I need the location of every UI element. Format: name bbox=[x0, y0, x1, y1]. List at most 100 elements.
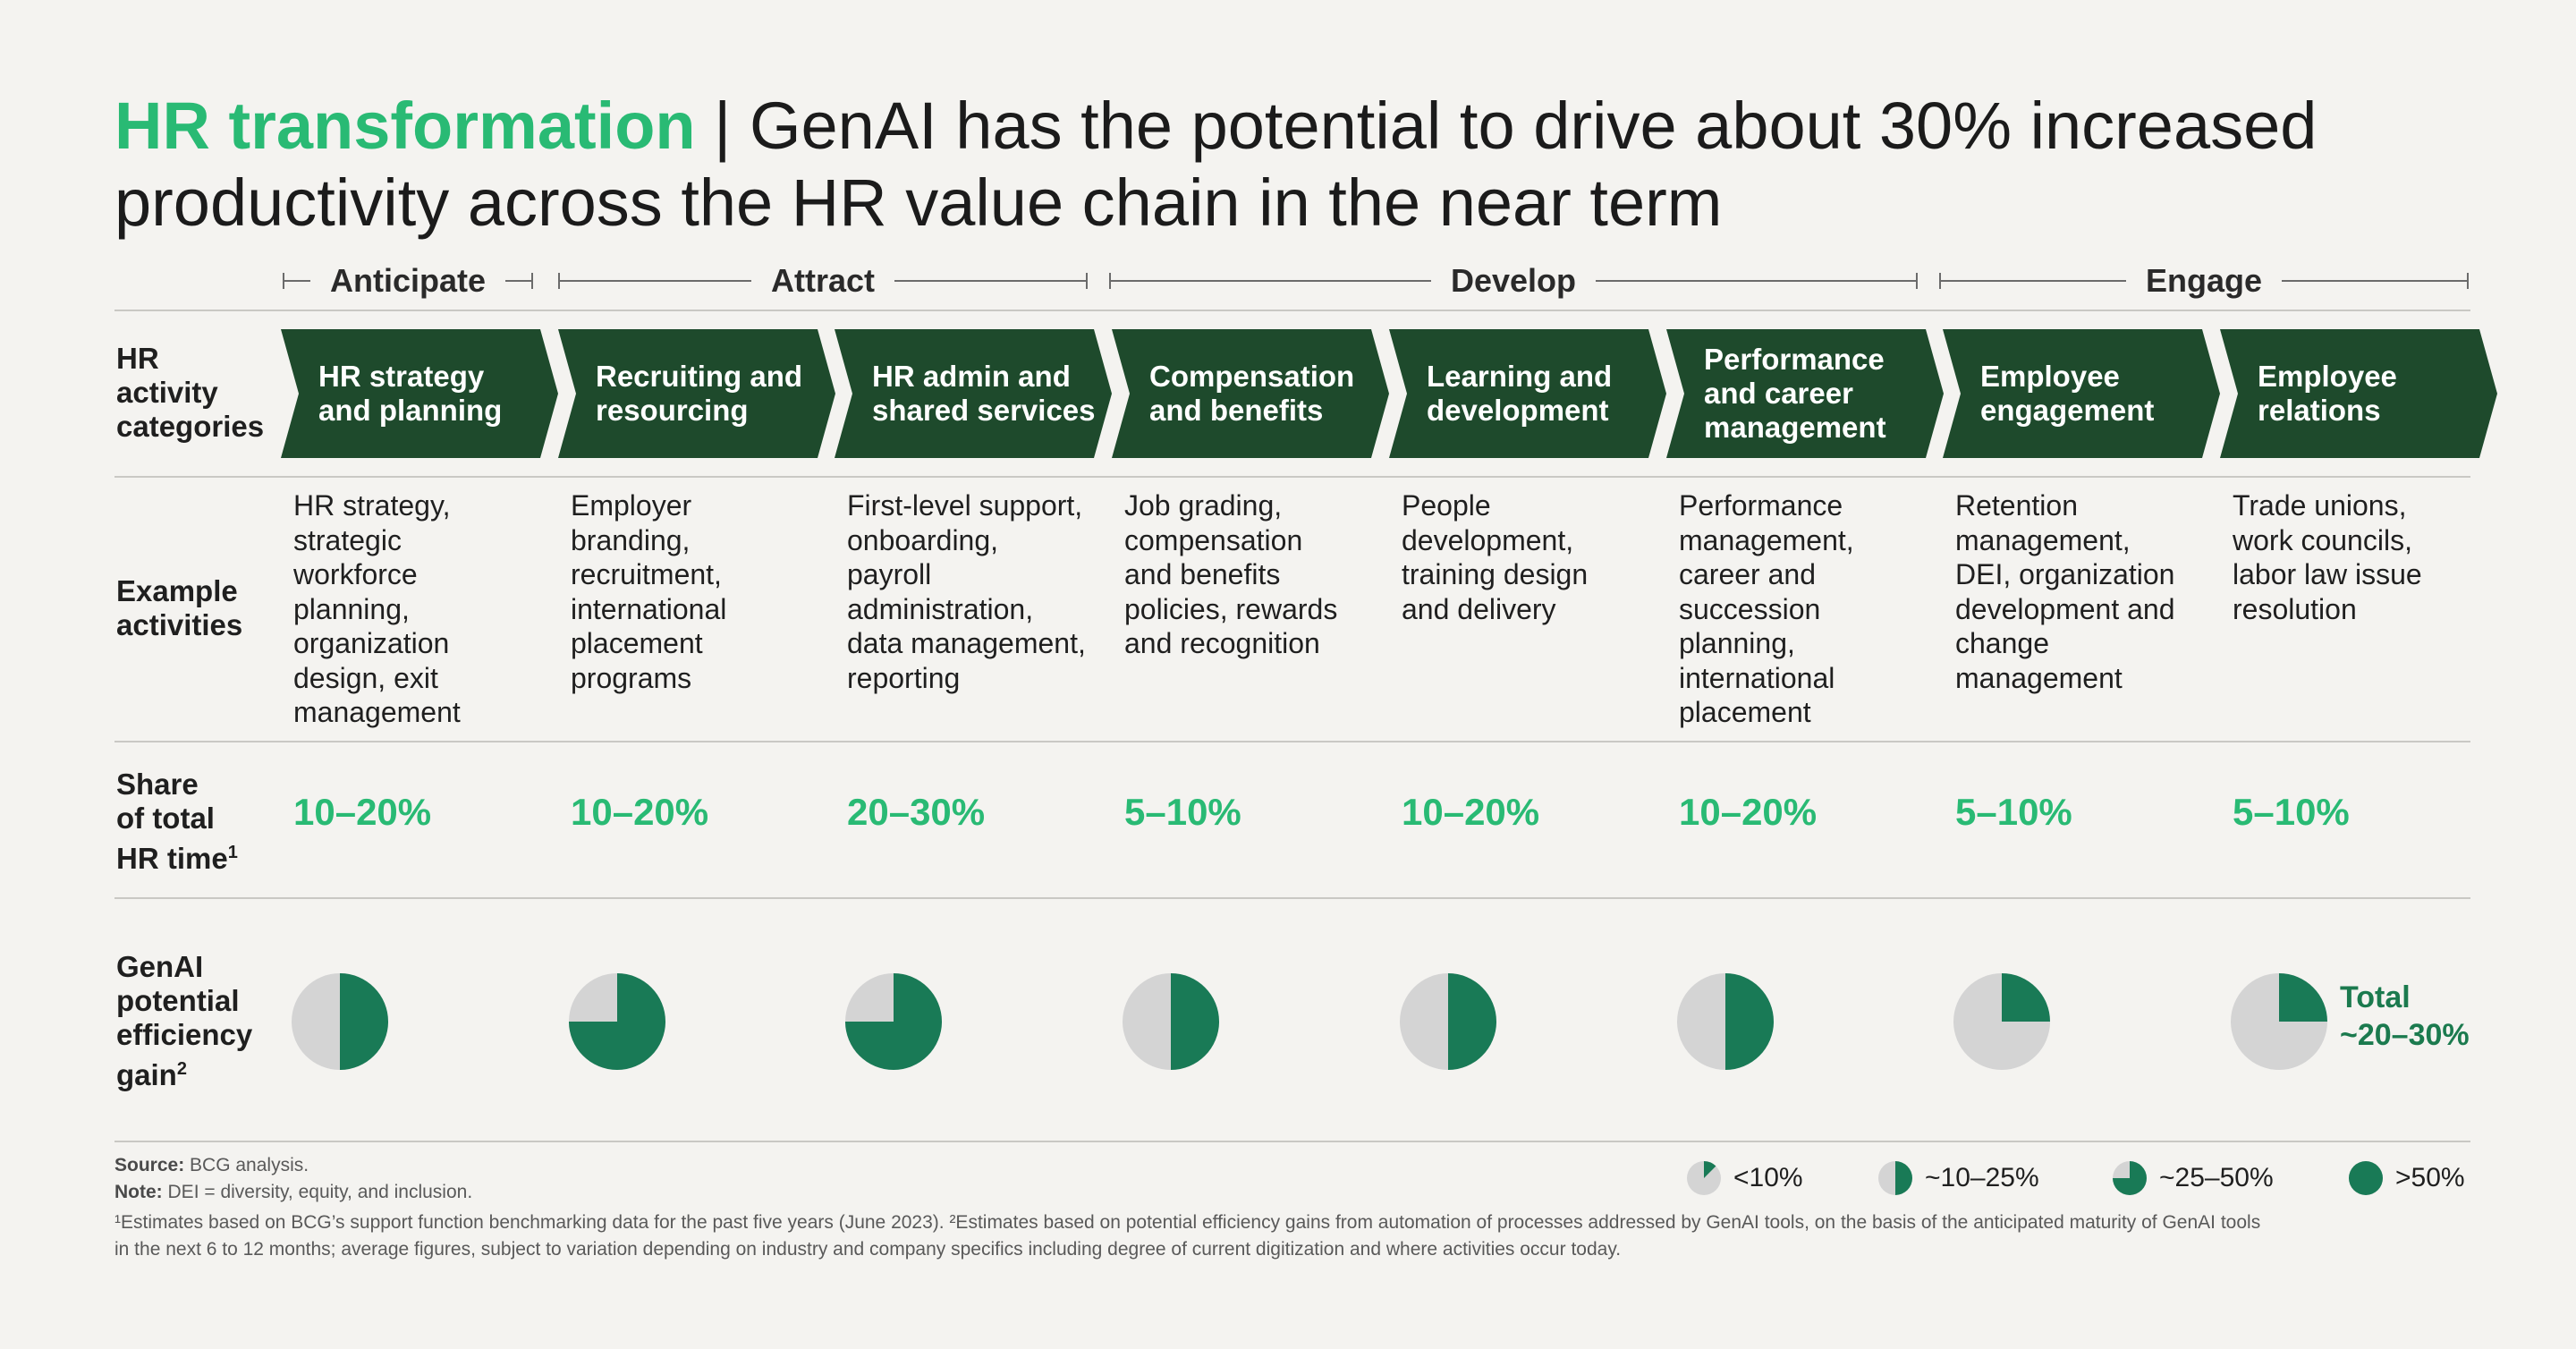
row-label-categories: HR activity categories bbox=[116, 342, 265, 443]
pie-slice bbox=[1171, 973, 1219, 1070]
category-label-line: shared services bbox=[872, 394, 1096, 427]
row-label-examples: Example activities bbox=[116, 574, 243, 641]
dei-note: Note: DEI = diversity, equity, and inclu… bbox=[114, 1182, 473, 1202]
category-label-line: Employee bbox=[1980, 360, 2120, 393]
example-line: change bbox=[1955, 627, 2049, 659]
example-line: Job grading, bbox=[1124, 489, 1283, 522]
title-separator: | bbox=[695, 89, 750, 163]
example-line: compensation bbox=[1124, 523, 1303, 556]
example-line: programs bbox=[571, 661, 692, 694]
pie-chart bbox=[845, 973, 942, 1070]
category-label-line: Employee bbox=[2258, 360, 2397, 393]
category-label-line: management bbox=[1704, 411, 1886, 444]
example-line: payroll bbox=[847, 558, 932, 590]
legend-label: ~25–50% bbox=[2159, 1163, 2274, 1192]
category-label-line: HR strategy bbox=[318, 360, 485, 393]
example-line: development and bbox=[1955, 592, 2175, 625]
legend-label: >50% bbox=[2395, 1163, 2465, 1192]
category-label-line: HR admin and bbox=[872, 360, 1071, 393]
pie-chart bbox=[1677, 973, 1774, 1070]
category-label-line: engagement bbox=[1980, 394, 2155, 427]
divider bbox=[114, 1141, 2470, 1142]
example-line: reporting bbox=[847, 661, 961, 694]
category-label-line: Performance bbox=[1704, 343, 1885, 376]
example-line: placement bbox=[571, 627, 703, 659]
pie-chart bbox=[569, 973, 665, 1070]
category-chevron: Compensation and benefits bbox=[1112, 329, 1389, 458]
phase-engage: Engage bbox=[1939, 261, 2469, 301]
pie-slice bbox=[1704, 1161, 1716, 1178]
example-line: international bbox=[1679, 661, 1835, 694]
example-line: and benefits bbox=[1124, 558, 1281, 590]
example-line: training design bbox=[1402, 558, 1589, 590]
example-line: labor law issue bbox=[2233, 558, 2422, 590]
example-line: management bbox=[293, 696, 461, 728]
example-activities: First-level support, onboarding, payroll ad… bbox=[847, 488, 1106, 695]
total-value: ~20–30% bbox=[2340, 1018, 2470, 1052]
category-chevron: Employee engagement bbox=[1943, 329, 2220, 458]
legend-item: >50% bbox=[2349, 1161, 2465, 1195]
category-label-line: Compensation bbox=[1149, 360, 1355, 393]
pie-chart bbox=[292, 973, 388, 1070]
row-label-share: Share of total HR time1 bbox=[116, 768, 238, 875]
pie-slice bbox=[2279, 973, 2327, 1022]
legend-pie bbox=[1878, 1161, 1912, 1195]
pie-slice bbox=[1448, 973, 1496, 1070]
pie-slice bbox=[340, 973, 388, 1070]
example-line: planning, bbox=[293, 592, 410, 625]
example-line: resolution bbox=[2233, 592, 2357, 625]
phase-anticipate: Anticipate bbox=[283, 261, 533, 301]
category-chevron: Learning and development bbox=[1389, 329, 1666, 458]
divider bbox=[114, 897, 2470, 899]
total-label: Total ~20–30% bbox=[2340, 979, 2470, 1054]
example-line: succession bbox=[1679, 592, 1821, 625]
example-line: management, bbox=[1955, 523, 2131, 556]
category-label-line: resourcing bbox=[596, 394, 749, 427]
example-activities: Job grading, compensation and benefits poli… bbox=[1124, 488, 1384, 661]
example-line: organization bbox=[293, 627, 450, 659]
pie-slice bbox=[2113, 1161, 2147, 1195]
example-activities: Retention management, DEI, organization dev… bbox=[1955, 488, 2215, 695]
example-line: and delivery bbox=[1402, 592, 1556, 625]
legend-pie bbox=[1687, 1161, 1721, 1195]
example-line: placement bbox=[1679, 696, 1811, 728]
example-line: data management, bbox=[847, 627, 1086, 659]
pie-chart bbox=[1123, 973, 1219, 1070]
category-chevron: HR strategy and planning bbox=[281, 329, 558, 458]
legend-pie bbox=[2113, 1161, 2147, 1195]
example-activities: Employer branding, recruitment, internation… bbox=[571, 488, 830, 695]
pie-chart bbox=[2231, 973, 2327, 1070]
legend-item: ~10–25% bbox=[1878, 1161, 2039, 1195]
share-value: 10–20% bbox=[571, 791, 709, 833]
share-value: 10–20% bbox=[293, 791, 432, 833]
phase-label: Attract bbox=[771, 262, 876, 299]
phase-attract: Attract bbox=[558, 261, 1089, 301]
legend-pie bbox=[2349, 1161, 2383, 1195]
efficiency-pie bbox=[1953, 973, 2050, 1074]
share-value: 20–30% bbox=[847, 791, 986, 833]
source-note: Source: BCG analysis. bbox=[114, 1155, 309, 1175]
share-value: 5–10% bbox=[2233, 791, 2350, 833]
pie-slice bbox=[569, 973, 665, 1070]
title-highlight: HR transformation bbox=[114, 89, 696, 163]
category-label: Compensation and benefits bbox=[1112, 360, 1354, 428]
legend-item: <10% bbox=[1687, 1161, 1803, 1195]
efficiency-pie bbox=[1400, 973, 1496, 1074]
title-rest: GenAI has the potential to drive about 3… bbox=[114, 89, 2318, 240]
phase-develop: Develop bbox=[1109, 261, 1919, 301]
divider bbox=[114, 310, 2470, 311]
phase-label: Develop bbox=[1450, 262, 1577, 299]
category-chevron: HR admin and shared services bbox=[835, 329, 1112, 458]
footnote-line-2: in the next 6 to 12 months; average figu… bbox=[114, 1239, 1622, 1260]
efficiency-pie bbox=[292, 973, 388, 1074]
example-line: career and bbox=[1679, 558, 1816, 590]
category-label-line: and planning bbox=[318, 394, 503, 427]
example-line: branding, bbox=[571, 523, 691, 556]
example-line: administration, bbox=[847, 592, 1034, 625]
category-label: Performance and career management bbox=[1666, 343, 1886, 445]
category-chevron: Performance and career management bbox=[1666, 329, 1944, 458]
efficiency-pie bbox=[1677, 973, 1774, 1074]
pie-slice bbox=[1725, 973, 1774, 1070]
example-line: strategic bbox=[293, 523, 402, 556]
category-label: HR strategy and planning bbox=[281, 360, 502, 428]
